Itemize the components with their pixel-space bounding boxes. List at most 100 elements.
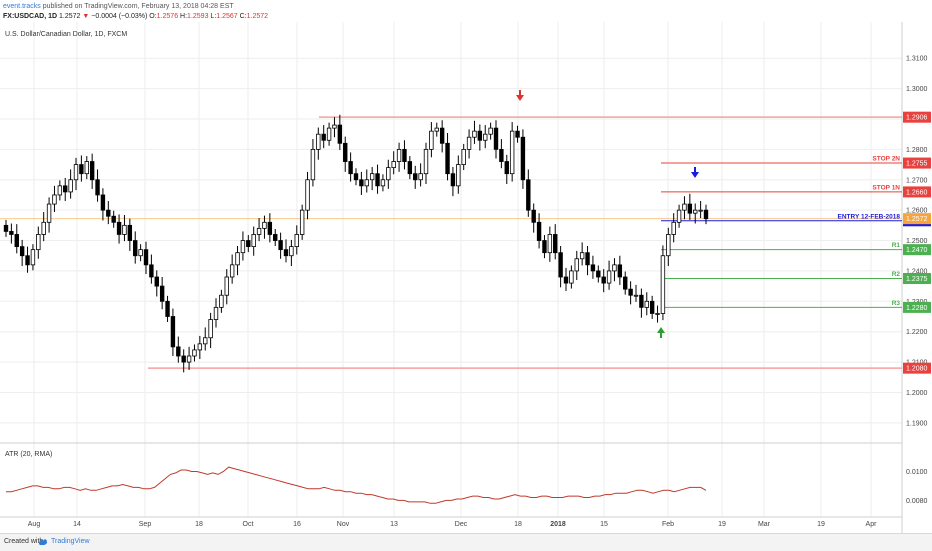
candle-down — [402, 148, 407, 162]
candle-down — [127, 224, 133, 241]
chart-background — [0, 22, 932, 533]
created-with-text: Created with — [4, 538, 44, 545]
candle-up — [369, 173, 375, 181]
candle-down — [520, 136, 526, 181]
price-tick-label: 1.3000 — [906, 86, 928, 93]
candle-down — [79, 164, 84, 175]
tradingview-link[interactable]: TradingView — [51, 538, 90, 545]
candle-up — [569, 270, 574, 284]
candle-down — [499, 148, 504, 162]
arrow-up-green-icon — [657, 327, 665, 338]
time-tick-label: Apr — [866, 521, 878, 528]
candle-down — [116, 221, 122, 235]
candle-down — [143, 249, 149, 266]
candle-up — [138, 249, 143, 257]
price-tick-label: 1.2500 — [906, 238, 928, 245]
candle-down — [170, 316, 176, 348]
change-value: −0.0004 (−0.03%) — [91, 13, 148, 20]
candle-up — [224, 276, 229, 296]
footer: Created with TradingView — [0, 533, 932, 551]
candle-up — [30, 249, 36, 266]
atr-tick-label: 0.0100 — [906, 469, 928, 476]
time-tick-label: Sep — [139, 521, 152, 528]
candle-down — [585, 252, 590, 266]
candle-up — [46, 203, 52, 223]
candle-up — [633, 294, 639, 297]
candle-down — [536, 221, 542, 241]
quote-line: FX:USDCAD, 1D 1.2572 ▼ −0.0004 (−0.03%) … — [3, 12, 268, 21]
candle-down — [526, 179, 531, 211]
candle-up — [186, 355, 192, 363]
open-label: O: — [149, 13, 157, 20]
candle-up — [251, 234, 256, 248]
time-tick-label: Aug — [28, 521, 41, 528]
time-tick-label: Mar — [758, 521, 771, 528]
candle-up — [509, 130, 515, 175]
tradingview-logo-icon[interactable] — [38, 537, 48, 546]
levels: STOP 2N STOP 1N ENTRY 12-FEB-2018 R1 R2 R3 — [0, 116, 902, 369]
candle-up — [326, 127, 332, 141]
price-tick-label: 1.2400 — [906, 268, 928, 275]
arrow-down-blue-icon — [691, 167, 699, 178]
time-tick-label: 15 — [600, 521, 608, 528]
candle-up — [429, 130, 434, 150]
candle-down — [14, 234, 19, 248]
candle-down — [504, 161, 509, 175]
author-link[interactable]: event.tracks — [3, 3, 41, 10]
candle-up — [547, 234, 553, 254]
price-tags: 1.29061.20801.27551.26601.25651.24701.23… — [903, 111, 931, 374]
candle-up — [122, 224, 127, 235]
candle-up — [310, 148, 316, 181]
candle-up — [644, 300, 649, 308]
candle-up — [666, 234, 671, 257]
candle-down — [407, 161, 413, 175]
candle-up — [305, 179, 310, 211]
current-price-tag-bg — [903, 213, 931, 225]
atr-tick-label: 0.0080 — [906, 498, 928, 505]
candle-down — [100, 194, 106, 211]
atr-title: ATR (20, RMA) — [5, 451, 52, 458]
candle-up — [36, 234, 41, 251]
candle-up — [579, 252, 585, 260]
trade-level-tag-bg — [903, 157, 931, 169]
candle-down — [165, 300, 170, 317]
time-tick-label: Nov — [337, 521, 350, 528]
candle-down — [348, 161, 353, 175]
trade-level-tag-bg — [903, 186, 931, 198]
candle-up — [698, 209, 703, 212]
candle-up — [574, 258, 579, 272]
candle-down — [343, 142, 348, 162]
atr-series — [6, 466, 707, 504]
high-label: H: — [180, 13, 188, 20]
candle-up — [294, 234, 299, 248]
high-value: 1.2593 — [187, 13, 209, 20]
candle-down — [590, 264, 596, 272]
price-tick-label: 1.2800 — [906, 147, 928, 154]
candle-down — [283, 249, 289, 257]
candle-down — [89, 161, 95, 181]
price-tick-label: 1.3100 — [906, 56, 928, 63]
candle-up — [316, 133, 321, 150]
candle-down — [106, 209, 111, 217]
candle-up — [68, 179, 73, 193]
candle-down — [445, 142, 450, 175]
candle-down — [531, 209, 536, 223]
candle-up — [364, 179, 369, 187]
trade-level-tag: 1.2755 — [906, 161, 928, 168]
price-tick-label: 1.2700 — [906, 177, 928, 184]
candle-up — [423, 148, 429, 175]
candle-down — [273, 234, 278, 241]
candle-down — [3, 224, 9, 232]
markers — [516, 90, 699, 338]
candle-down — [413, 173, 418, 181]
candle-down — [617, 264, 623, 278]
candle-up — [682, 203, 687, 211]
price-tick-label: 1.1900 — [906, 420, 928, 427]
candle-down — [353, 173, 359, 181]
candle-down — [553, 234, 558, 254]
candle-down — [687, 203, 693, 214]
trade-level-label: STOP 2N — [872, 156, 900, 163]
price-tick-label: 1.2600 — [906, 208, 928, 215]
trade-level-tag-bg — [903, 244, 931, 256]
